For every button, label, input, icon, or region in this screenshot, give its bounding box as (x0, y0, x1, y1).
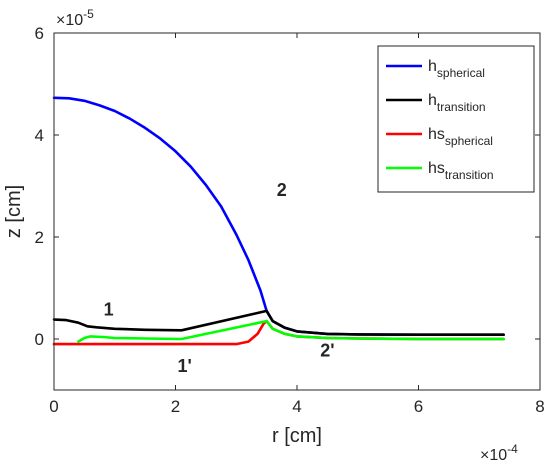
y-tick-label: 2 (35, 228, 44, 247)
x-axis-label: r [cm] (272, 425, 322, 447)
x-exponent-power: -4 (507, 442, 518, 456)
curve-label-3: 1' (177, 356, 191, 376)
curve-label-4: 2' (320, 341, 334, 361)
series-line-2 (52, 309, 505, 337)
y-exponent-power: -5 (83, 7, 94, 21)
series-line-4 (77, 319, 505, 343)
x-tick-label: 8 (535, 397, 544, 416)
y-tick-label: 6 (35, 24, 44, 43)
x-tick-label: 2 (171, 397, 180, 416)
y-axis-label: z [cm] (3, 185, 25, 238)
series-group (52, 96, 505, 346)
x-tick-label: 0 (49, 397, 58, 416)
legend-label-sub-3: spherical (445, 134, 493, 148)
legend-label-sub-4: transition (445, 168, 494, 182)
legend: hsphericalhtransitionhssphericalhstransi… (377, 45, 535, 193)
curve-label-2: 1 (104, 300, 114, 320)
curve-label-1: 2 (277, 180, 287, 200)
x-tick-label: 4 (292, 397, 301, 416)
legend-label-sub-2: transition (437, 100, 486, 114)
y-tick-label: 4 (35, 126, 44, 145)
legend-label-sub-1: spherical (437, 66, 485, 80)
x-tick-label: 6 (414, 397, 423, 416)
y-tick-label: 0 (35, 330, 44, 349)
annotation-group: 2 1 1' 2' (104, 180, 335, 376)
